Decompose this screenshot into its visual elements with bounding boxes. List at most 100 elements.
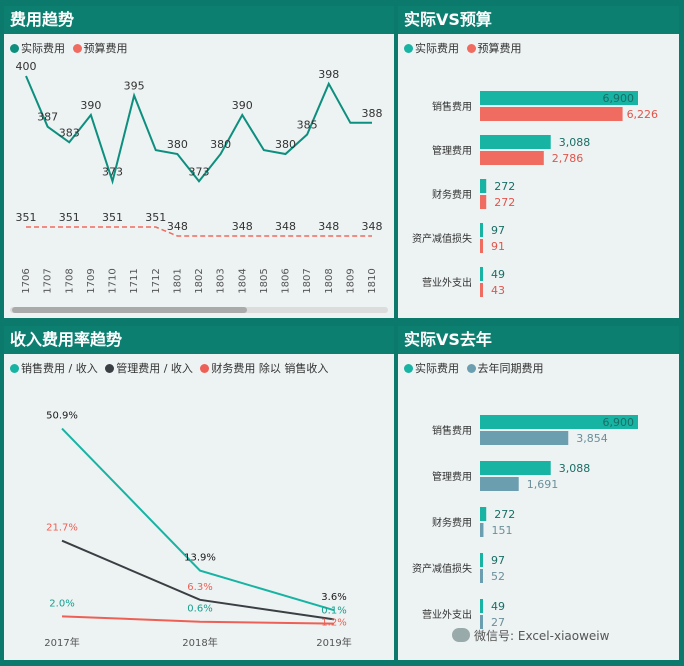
legend-fin: 财务费用 除以 销售收入 (211, 362, 329, 375)
budget-label: 351 (59, 211, 80, 224)
x-tick-label: 1707 (43, 268, 54, 293)
bar-value-label: 97 (491, 554, 505, 567)
legend-sales: 销售费用 / 收入 (21, 362, 98, 375)
bar-value-label: 52 (491, 570, 505, 583)
actual-label: 387 (37, 111, 58, 124)
bar-实际费用 (480, 415, 638, 429)
actual-label: 400 (16, 60, 37, 73)
bar-去年同期费用 (480, 615, 483, 629)
budget-chart: 销售费用 6,900 6,226 管理费用 3,088 2,786 财务费用 272 272 资产… (412, 91, 658, 297)
legend-actual: 实际费用 (415, 42, 459, 55)
bar-去年同期费用 (480, 523, 484, 537)
data-label: 0.1% (321, 606, 346, 617)
bar-实际费用 (480, 599, 483, 613)
bar-value-label: 3,854 (576, 432, 608, 445)
bar-实际费用 (480, 507, 487, 521)
x-tick-label: 1809 (345, 268, 356, 293)
data-label: 2.0% (49, 598, 74, 609)
budget-label: 348 (167, 220, 188, 233)
actual-label: 390 (80, 99, 101, 112)
bar-value-label: 6,900 (603, 92, 635, 105)
data-label: 6.3% (187, 582, 212, 593)
bar-实际费用 (480, 267, 483, 281)
series-line (61, 427, 335, 612)
budget-line (26, 226, 372, 237)
category-label: 营业外支出 (422, 608, 472, 621)
bar-value-label: 272 (494, 508, 515, 521)
bar-去年同期费用 (480, 477, 519, 491)
category-label: 资产减值损失 (412, 562, 472, 575)
data-label: 0.6% (187, 604, 212, 615)
bar-value-label: 49 (491, 268, 505, 281)
bar-value-label: 43 (491, 284, 505, 297)
bar-实际费用 (480, 461, 551, 475)
legend-budget: 预算费用 (477, 42, 522, 55)
legend-dot-sales (10, 364, 19, 373)
actual-label: 380 (210, 138, 231, 151)
ratio-legend: 销售费用 / 收入 管理费用 / 收入 财务费用 除以 销售收入 (10, 360, 328, 376)
series-line (61, 539, 335, 621)
actual-label: 380 (275, 138, 296, 151)
actual-label: 373 (102, 165, 123, 178)
x-tick-label: 1711 (129, 268, 140, 293)
budget-legend: 实际费用 预算费用 (404, 40, 522, 56)
actual-label: 380 (167, 138, 188, 151)
budget-label: 348 (362, 220, 383, 233)
data-label: 50.9% (46, 411, 78, 422)
legend-dot-budget (72, 44, 82, 53)
x-tick-label: 1706 (21, 268, 32, 293)
bar-实际费用 (480, 91, 638, 105)
bar-value-label: 151 (491, 524, 512, 537)
data-label: 21.7% (46, 523, 78, 534)
bar-实际费用 (480, 553, 483, 567)
trend-panel: 费用趋势 实际费用 预算费用 400 387 383 390 373 395 380 373 3… (4, 6, 394, 318)
legend-dot-lastyear (466, 364, 476, 373)
legend-actual: 实际费用 (415, 362, 459, 375)
x-tick-label: 1710 (108, 268, 119, 293)
legend-actual: 实际费用 (21, 42, 65, 55)
bar-value-label: 272 (494, 196, 515, 209)
category-label: 资产减值损失 (412, 232, 472, 245)
x-tick-label: 2019年 (316, 636, 351, 649)
category-label: 管理费用 (432, 470, 472, 483)
actual-label: 373 (189, 165, 210, 178)
budget-label: 348 (275, 220, 296, 233)
x-tick-label: 1708 (64, 268, 75, 293)
bar-value-label: 1,691 (527, 478, 559, 491)
bar-预算费用 (480, 195, 487, 209)
legend-dot-mgmt (105, 364, 115, 373)
legend-mgmt: 管理费用 / 收入 (116, 362, 193, 375)
lastyear-panel: 实际VS去年 实际费用 去年同期费用 销售费用 6,900 3,854 管理费用 3,0… (398, 326, 679, 660)
series-line (61, 615, 335, 625)
legend-dot-actual (404, 364, 413, 373)
legend-dot-budget (466, 44, 476, 53)
watermark: 微信号: Excel-xiaoweiw (452, 627, 609, 644)
bar-实际费用 (480, 223, 483, 237)
budget-panel: 实际VS预算 实际费用 预算费用 销售费用 6,900 6,226 管理费用 3,088… (398, 6, 679, 318)
trend-chart: 4003873833903733953803733803903803853983… (10, 60, 388, 313)
trend-title: 费用趋势 (4, 6, 394, 34)
bar-value-label: 97 (491, 224, 505, 237)
category-label: 财务费用 (432, 188, 472, 201)
x-tick-label: 2018年 (182, 636, 217, 649)
bar-value-label: 272 (494, 180, 515, 193)
wechat-icon (452, 628, 470, 642)
legend-dot-actual (404, 44, 413, 53)
actual-label: 398 (318, 68, 339, 81)
actual-label: 385 (297, 119, 318, 132)
x-tick-label: 1805 (259, 268, 270, 293)
x-tick-label: 1803 (216, 268, 227, 293)
bar-实际费用 (480, 179, 487, 193)
bar-value-label: 27 (491, 616, 505, 629)
x-tick-label: 2017年 (44, 636, 79, 649)
bar-去年同期费用 (480, 569, 483, 583)
legend-lastyear: 去年同期费用 (477, 362, 544, 375)
actual-label: 388 (362, 107, 383, 120)
bar-预算费用 (480, 107, 623, 121)
budget-label: 348 (318, 220, 339, 233)
x-tick-label: 1712 (151, 268, 162, 293)
bar-预算费用 (480, 239, 483, 253)
scrollbar-thumb[interactable] (12, 307, 247, 313)
budget-label: 351 (16, 211, 37, 224)
watermark-text: 微信号: Excel-xiaoweiw (474, 629, 610, 643)
